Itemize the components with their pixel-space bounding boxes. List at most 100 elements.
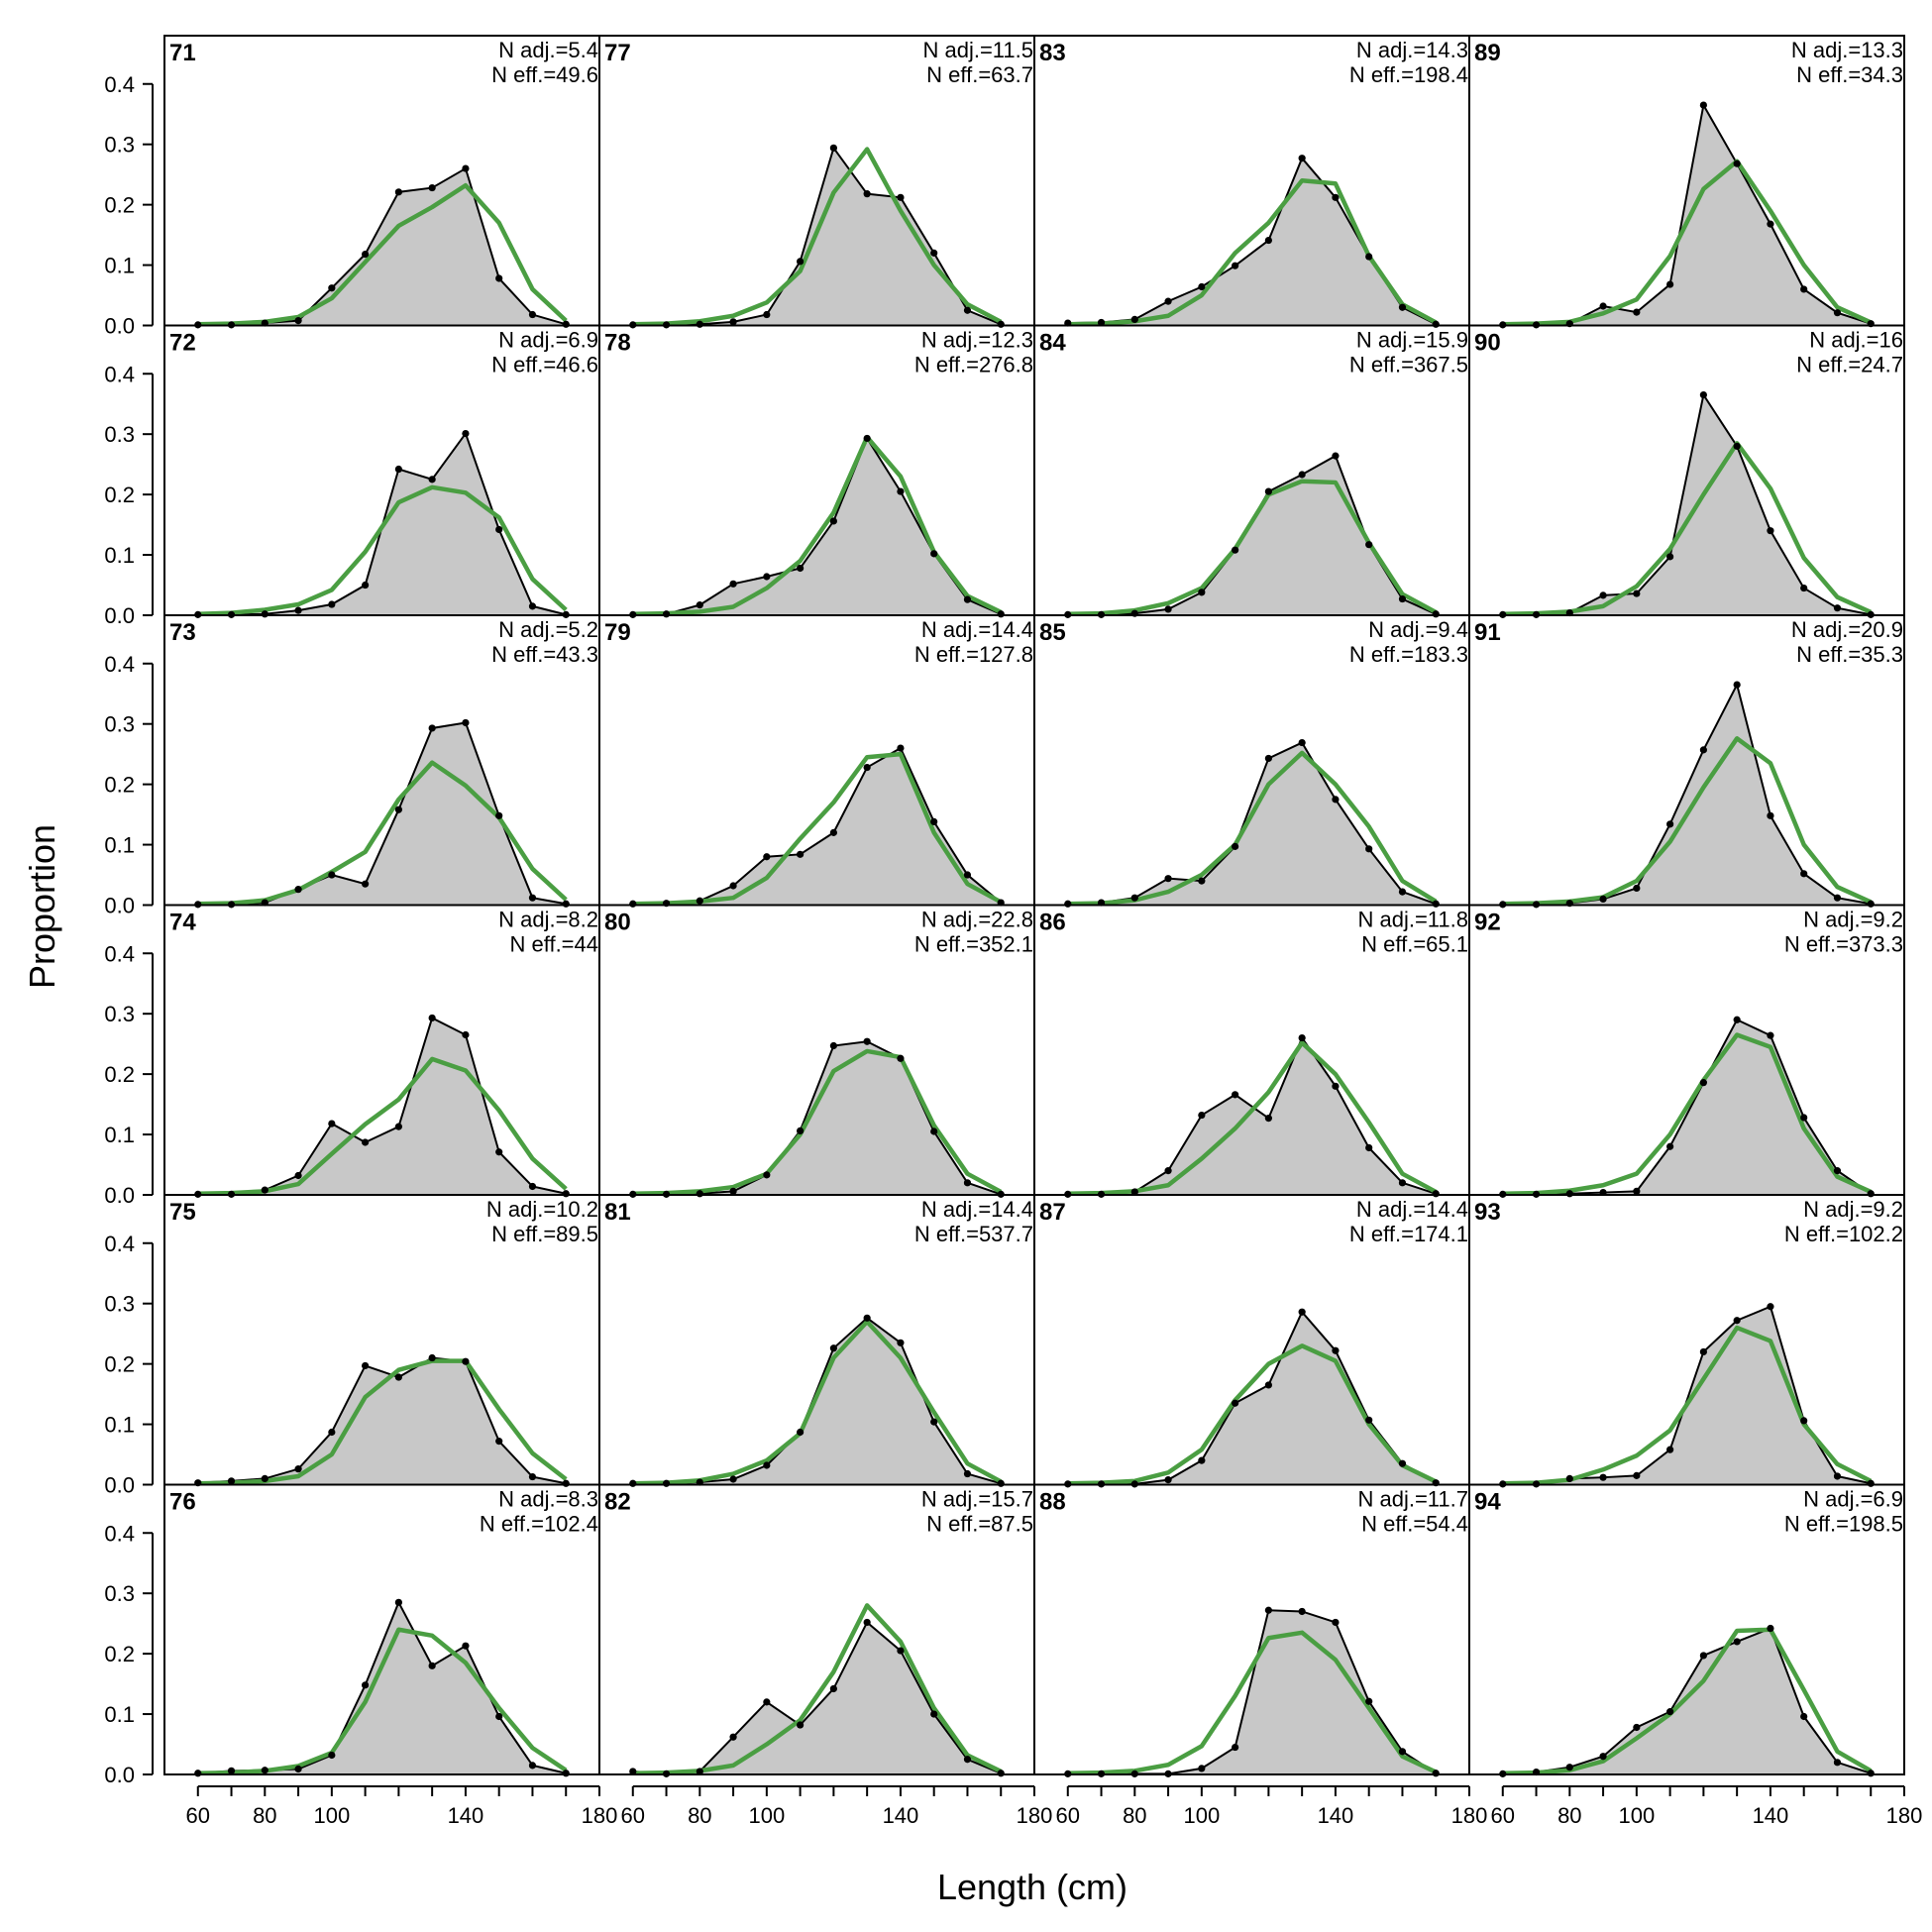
observed-point — [1130, 1188, 1138, 1196]
observed-point — [797, 564, 805, 573]
y-tick-label: 0.3 — [104, 422, 135, 447]
panel-77: 77 N adj.=11.5N eff.=63.7 — [598, 35, 1035, 329]
observed-point — [797, 1127, 805, 1135]
panel-label: 94 — [1474, 1489, 1501, 1516]
panel-n-eff: N eff.=174.1 — [1349, 1222, 1468, 1246]
observed-point — [1767, 811, 1774, 819]
panel-n-adj: N adj.=20.9 — [1791, 617, 1903, 642]
observed-point — [328, 1751, 336, 1760]
observed-point — [863, 434, 871, 443]
panel-72: 72 N adj.=6.9N eff.=46.6 — [163, 324, 600, 618]
observed-point — [1733, 1016, 1741, 1023]
observed-point — [763, 853, 771, 861]
observed-point — [394, 805, 402, 813]
panel-label: 88 — [1039, 1489, 1066, 1516]
panel-83: 83 N adj.=14.3N eff.=198.4 — [1033, 35, 1470, 328]
observed-point — [696, 1190, 703, 1198]
panel-n-eff: N eff.=127.8 — [914, 642, 1033, 667]
x-tick-label: 140 — [1318, 1803, 1354, 1828]
y-tick-label: 0.0 — [104, 1183, 135, 1208]
panel-label: 72 — [169, 330, 196, 357]
observed-point — [1198, 1456, 1206, 1464]
observed-point — [662, 1479, 671, 1487]
observed-point — [394, 1373, 402, 1381]
observed-point — [261, 1474, 268, 1483]
observed-point — [1666, 1142, 1674, 1150]
expected-line — [632, 147, 1003, 327]
panel-93: 93 N adj.=9.2N eff.=102.2 — [1468, 1194, 1905, 1488]
panel-n-eff: N eff.=373.3 — [1784, 932, 1903, 957]
observed-point — [930, 550, 938, 558]
observed-point — [897, 1339, 905, 1346]
panel-n-adj: N adj.=15.9 — [1356, 328, 1468, 353]
observed-point — [428, 1353, 436, 1362]
observed-point — [1130, 315, 1138, 324]
x-tick-label: 60 — [1491, 1803, 1515, 1828]
panel-n-adj: N adj.=13.3 — [1791, 38, 1903, 62]
observed-point — [1699, 1347, 1707, 1356]
observed-point — [394, 465, 402, 474]
panel-n-adj: N adj.=16 — [1809, 328, 1903, 353]
panel-85: 85 N adj.=9.4N eff.=183.3 — [1033, 614, 1470, 908]
observed-point — [1733, 681, 1741, 689]
panel-label: 83 — [1039, 40, 1066, 66]
panel-label: 92 — [1474, 910, 1501, 936]
panel-label: 78 — [604, 330, 631, 357]
panel-label: 76 — [169, 1489, 196, 1516]
observed-point — [763, 1461, 771, 1469]
observed-point — [1365, 541, 1373, 549]
observed-point — [1733, 1317, 1741, 1325]
observed-area — [197, 722, 567, 906]
observed-point — [1666, 553, 1674, 561]
observed-point — [462, 164, 470, 172]
observed-point — [1298, 1607, 1306, 1616]
panel-n-eff: N eff.=65.1 — [1361, 932, 1468, 957]
panel-89: 89 N adj.=13.3N eff.=34.3 — [1468, 35, 1905, 329]
observed-point — [1432, 1770, 1440, 1777]
y-axis-title: Proportion — [22, 824, 62, 989]
observed-point — [1064, 900, 1072, 908]
expected-line — [632, 751, 1003, 907]
panel-81: 81 N adj.=14.4N eff.=537.7 — [598, 1194, 1035, 1487]
observed-point — [1733, 1638, 1741, 1646]
panel-n-adj: N adj.=8.2 — [498, 908, 598, 932]
panel-frame — [1468, 1483, 1905, 1775]
observed-point — [261, 1767, 268, 1774]
observed-point — [1633, 1471, 1641, 1479]
expected-line — [1502, 736, 1873, 907]
observed-area — [1502, 685, 1872, 906]
observed-point — [428, 1662, 436, 1669]
observed-point — [362, 581, 370, 590]
observed-point — [897, 1054, 905, 1062]
panel-n-eff: N eff.=24.7 — [1796, 353, 1903, 377]
y-tick-label: 0.2 — [104, 483, 135, 507]
y-tick-label: 0.2 — [104, 1062, 135, 1087]
observed-point — [1800, 1712, 1808, 1721]
observed-point — [328, 1428, 336, 1437]
observed-point — [1264, 236, 1272, 245]
observed-area — [197, 433, 567, 615]
panel-78: 78 N adj.=12.3N eff.=276.8 — [598, 324, 1035, 618]
x-tick-label: 60 — [186, 1803, 210, 1828]
panel-n-eff: N eff.=44 — [510, 932, 599, 957]
expected-line — [1502, 1627, 1873, 1776]
observed-point — [1198, 1111, 1206, 1120]
expected-line — [632, 1603, 1003, 1776]
observed-point — [1398, 888, 1407, 896]
observed-point — [863, 1037, 871, 1045]
observed-point — [362, 1361, 370, 1370]
panel-label: 84 — [1039, 330, 1066, 357]
expected-line — [197, 182, 568, 327]
observed-line — [632, 146, 1002, 326]
observed-point — [1833, 1472, 1842, 1480]
observed-point — [1398, 303, 1407, 311]
observed-point — [362, 1681, 370, 1689]
observed-point — [1365, 1143, 1373, 1152]
observed-point — [362, 250, 370, 259]
observed-point — [261, 1186, 268, 1194]
panel-n-adj: N adj.=14.4 — [1356, 1197, 1468, 1222]
observed-area — [1067, 158, 1437, 326]
observed-point — [528, 602, 537, 610]
panel-n-eff: N eff.=35.3 — [1796, 642, 1903, 667]
panel-n-eff: N eff.=367.5 — [1349, 353, 1468, 377]
